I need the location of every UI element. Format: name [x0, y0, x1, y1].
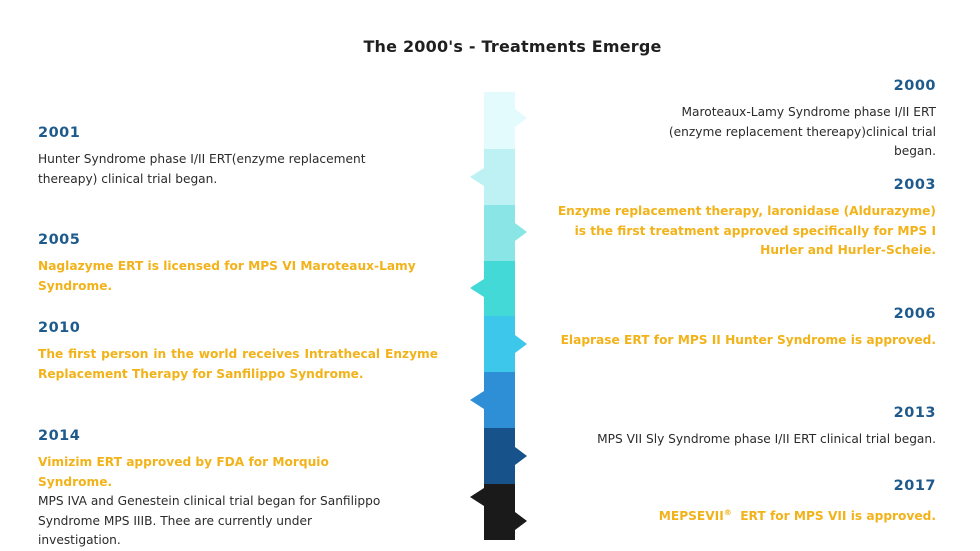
entry-2000: 2000 Maroteaux-Lamy Syndrome phase I/II …	[646, 78, 936, 162]
entry-2003: 2003 Enzyme replacement therapy, laronid…	[546, 177, 936, 261]
year-label: 2003	[893, 177, 936, 193]
timeline-segment-2013	[484, 428, 515, 484]
entry-text-post: ERT for MPS VII is approved.	[731, 509, 936, 524]
entry-2014: 2014 Vimizim ERT approved by FDA for Mor…	[38, 428, 398, 551]
timeline-pointer-2003	[515, 223, 527, 241]
year-label: 2005	[38, 232, 81, 248]
entry-text: Elaprase ERT for MPS II Hunter Syndrome …	[560, 333, 936, 347]
year-label: 2001	[38, 125, 81, 141]
year-label: 2017	[893, 478, 936, 494]
timeline-pointer-2001	[470, 168, 484, 186]
entry-2013: 2013 MPS VII Sly Syndrome phase I/II ERT…	[546, 405, 936, 450]
entry-text: MPS VII Sly Syndrome phase I/II ERT clin…	[597, 432, 936, 446]
timeline-pointer-2017	[515, 512, 527, 530]
entry-text: Enzyme replacement therapy, laronidase (…	[557, 204, 936, 257]
entry-2005: 2005 Naglazyme ERT is licensed for MPS V…	[38, 232, 423, 296]
entry-text: The first person in the world receives I…	[38, 347, 438, 381]
entry-text: MEPSEVII® ERT for MPS VII is approved.	[546, 503, 936, 527]
year-label: 2014	[38, 428, 81, 444]
timeline-bar	[470, 92, 527, 540]
entry-text-pre: MEPSEVII	[658, 509, 724, 524]
entry-2010: 2010 The first person in the world recei…	[38, 320, 438, 384]
timeline-segment-2005	[484, 261, 515, 316]
year-label: 2000	[893, 78, 936, 94]
entry-text: Maroteaux-Lamy Syndrome phase I/II ERT (…	[668, 105, 936, 158]
timeline-segment-2001	[484, 149, 515, 205]
timeline-segment-2003	[484, 205, 515, 261]
timeline-segment-2014	[484, 484, 515, 540]
timeline-segment-2010	[484, 372, 515, 428]
timeline-pointer-2005	[470, 279, 484, 297]
timeline-segment-2000	[484, 92, 515, 149]
registered-mark: ®	[723, 508, 732, 517]
timeline-pointer-2014	[470, 488, 484, 506]
entry-2006: 2006 Elaprase ERT for MPS II Hunter Synd…	[546, 306, 936, 351]
entry-text: MPS IVA and Genestein clinical trial beg…	[38, 494, 381, 547]
entry-text: Naglazyme ERT is licensed for MPS VI Mar…	[38, 259, 416, 293]
entry-text-highlight: Vimizim ERT approved by FDA for Morquio …	[38, 455, 329, 489]
timeline-pointer-2010	[470, 391, 484, 409]
year-label: 2013	[893, 405, 936, 421]
timeline-segment-2006	[484, 316, 515, 372]
entry-2017: 2017 MEPSEVII® ERT for MPS VII is approv…	[546, 478, 936, 527]
timeline-pointer-2013	[515, 447, 527, 465]
year-label: 2006	[893, 306, 936, 322]
entry-2001: 2001 Hunter Syndrome phase I/II ERT(enzy…	[38, 125, 383, 189]
entry-text: Hunter Syndrome phase I/II ERT(enzyme re…	[38, 152, 366, 186]
year-label: 2010	[38, 320, 81, 336]
page-title: The 2000's - Treatments Emerge	[363, 37, 662, 56]
timeline-pointer-2006	[515, 335, 527, 353]
timeline-pointer-2000	[515, 109, 527, 127]
